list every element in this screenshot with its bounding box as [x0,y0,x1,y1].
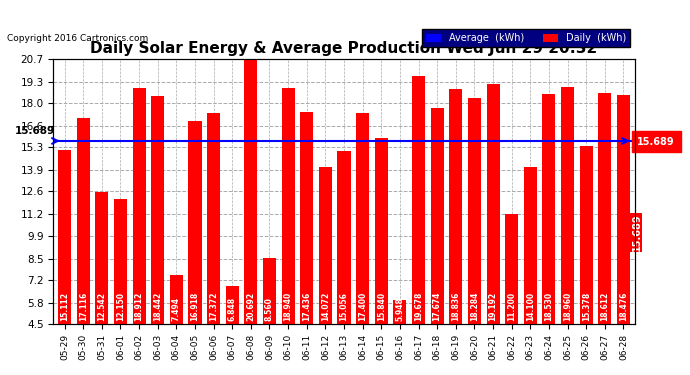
Bar [505,214,518,375]
Bar [58,150,71,375]
Text: 7.494: 7.494 [172,297,181,321]
Bar [337,151,351,375]
Text: 5.948: 5.948 [395,297,404,321]
Bar [132,88,146,375]
Bar [282,88,295,375]
Bar [598,93,611,375]
Text: 17.116: 17.116 [79,291,88,321]
Bar [207,113,220,375]
Text: 18.476: 18.476 [619,291,628,321]
Text: 17.372: 17.372 [209,291,218,321]
Text: 18.836: 18.836 [451,291,460,321]
Text: 15.840: 15.840 [377,292,386,321]
Text: 14.100: 14.100 [526,292,535,321]
Bar [188,121,201,375]
Text: 12.542: 12.542 [97,292,106,321]
Bar [580,146,593,375]
Text: 11.200: 11.200 [507,292,516,321]
Text: 17.400: 17.400 [358,291,367,321]
Text: 15.056: 15.056 [339,292,348,321]
Bar [561,87,574,375]
Bar [393,300,406,375]
Text: 18.912: 18.912 [135,291,144,321]
Bar [617,95,630,375]
Text: 17.436: 17.436 [302,291,311,321]
Text: Copyright 2016 Cartronics.com: Copyright 2016 Cartronics.com [7,34,148,43]
Text: 18.940: 18.940 [284,291,293,321]
Bar [375,138,388,375]
Text: 18.612: 18.612 [600,291,609,321]
Bar [263,258,276,375]
Text: 12.150: 12.150 [116,292,125,321]
Bar [77,118,90,375]
Bar [300,112,313,375]
Bar [486,84,500,375]
Bar [114,199,127,375]
Text: 15.378: 15.378 [582,291,591,321]
Text: 16.918: 16.918 [190,291,199,321]
Bar [468,99,481,375]
Title: Daily Solar Energy & Average Production Wed Jun 29 20:32: Daily Solar Energy & Average Production … [90,41,598,56]
Text: 15.689: 15.689 [15,126,55,136]
Bar [412,76,425,375]
Text: 15.689: 15.689 [631,214,642,251]
Text: 19.192: 19.192 [489,292,497,321]
Text: 14.072: 14.072 [321,291,330,321]
Bar [95,192,108,375]
Text: 18.530: 18.530 [544,292,553,321]
Bar [431,108,444,375]
Bar [319,167,332,375]
Text: 20.692: 20.692 [246,292,255,321]
Bar [244,59,257,375]
Text: 15.112: 15.112 [60,292,69,321]
Legend: Average  (kWh), Daily  (kWh): Average (kWh), Daily (kWh) [422,29,630,47]
Text: 8.560: 8.560 [265,297,274,321]
Text: 18.442: 18.442 [153,291,162,321]
Text: 6.848: 6.848 [228,297,237,321]
Bar [226,286,239,375]
Bar [524,167,537,375]
Text: 18.960: 18.960 [563,291,572,321]
Text: 17.674: 17.674 [433,291,442,321]
Text: 19.678: 19.678 [414,291,423,321]
Bar [170,275,183,375]
Bar [449,89,462,375]
Bar [356,113,369,375]
Bar [542,94,555,375]
Bar [151,96,164,375]
Text: 18.284: 18.284 [470,291,479,321]
